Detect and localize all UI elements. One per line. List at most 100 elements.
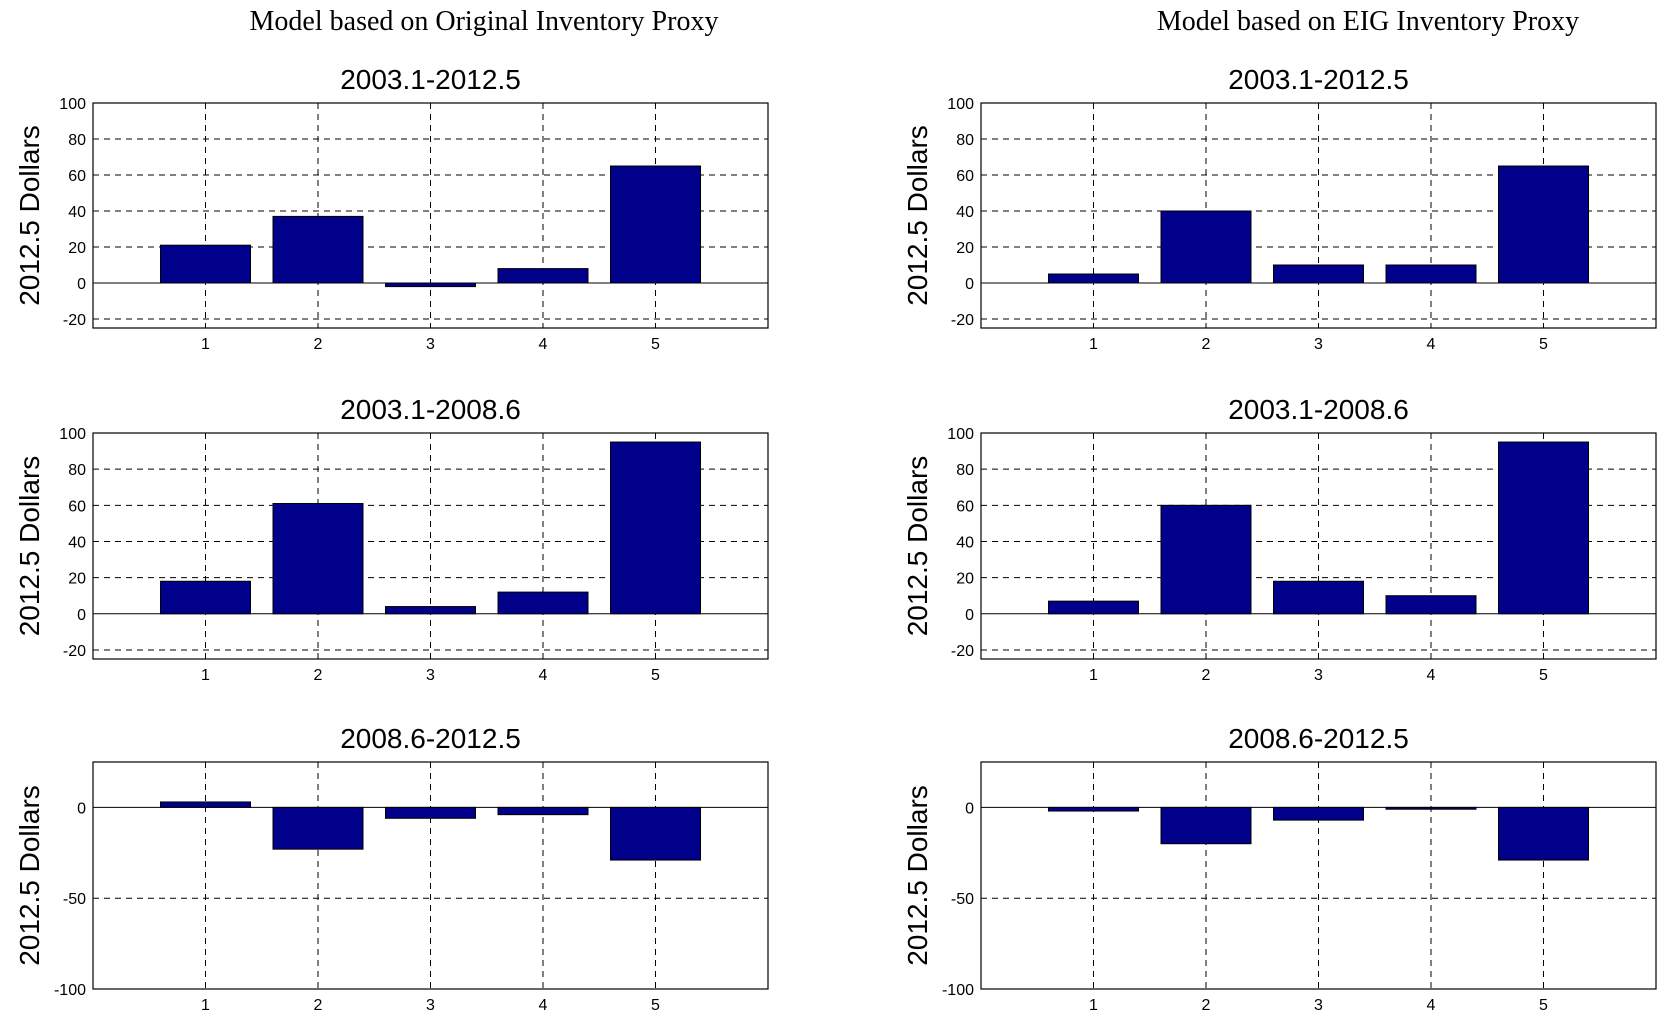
- plot-frame: [980, 432, 1657, 660]
- y-tick-label: -100: [54, 982, 86, 999]
- x-tick-label: 4: [1427, 667, 1436, 684]
- y-axis-label: 2012.5 Dollars: [14, 456, 45, 637]
- y-tick-label: 80: [68, 132, 86, 149]
- x-tick-label: 2: [1202, 997, 1211, 1014]
- bar-3: [385, 806, 476, 819]
- y-tick-label: 80: [68, 462, 86, 479]
- y-tick-label: 0: [77, 276, 86, 293]
- bar-3: [385, 282, 476, 288]
- chart-panel-5: 2008.6-2012.5 2012.5 Dollars -100 -50 0 1 2 3 4 5: [14, 723, 769, 1014]
- y-tick-label: 60: [68, 498, 86, 515]
- y-tick-label: 40: [68, 204, 86, 221]
- chart-panel-1: 2003.1-2012.5 2012.5 Dollars -20 0 20 40 60 80 1…: [14, 64, 769, 353]
- bar-1: [1048, 600, 1139, 615]
- y-tick-label: 40: [956, 534, 974, 551]
- y-tick-label: 0: [965, 607, 974, 624]
- chart-title: 2003.1-2008.6: [340, 394, 521, 425]
- y-tick-label: 20: [956, 571, 974, 588]
- bar-2: [1160, 504, 1252, 615]
- x-tick-label: 4: [1427, 336, 1436, 353]
- y-tick-label: 0: [77, 607, 86, 624]
- chart-title: 2003.1-2008.6: [1228, 394, 1409, 425]
- chart-panel-2: 2003.1-2012.5 2012.5 Dollars -20 0 20 40 60 80 1…: [902, 64, 1657, 353]
- y-tick-label: 80: [956, 132, 974, 149]
- x-tick-label: 4: [539, 997, 548, 1014]
- bar-5: [610, 806, 701, 861]
- y-tick-label: 100: [59, 426, 86, 443]
- x-tick-label: 5: [1539, 336, 1548, 353]
- y-tick-label: 100: [59, 96, 86, 113]
- x-tick-label: 1: [1089, 336, 1098, 353]
- chart-title: 2008.6-2012.5: [340, 723, 521, 754]
- bar-2: [1160, 210, 1252, 284]
- x-tick-label: 1: [1089, 667, 1098, 684]
- x-tick-label: 3: [1314, 667, 1323, 684]
- bar-5: [610, 165, 701, 284]
- x-tick-label: 5: [1539, 667, 1548, 684]
- y-tick-label: 100: [947, 426, 974, 443]
- plot-frame: [92, 102, 769, 329]
- x-tick-label: 3: [1314, 336, 1323, 353]
- y-tick-label: -50: [951, 891, 974, 908]
- y-tick-label: -50: [63, 891, 86, 908]
- plot-frame: [980, 102, 1657, 329]
- bar-3: [1273, 264, 1364, 284]
- x-tick-label: 1: [201, 667, 210, 684]
- plot-frame: [92, 761, 769, 990]
- y-tick-label: 0: [77, 800, 86, 817]
- chart-title: 2003.1-2012.5: [340, 64, 521, 95]
- x-tick-label: 5: [651, 997, 660, 1014]
- y-axis-label: 2012.5 Dollars: [902, 785, 933, 966]
- bar-4: [1385, 595, 1477, 615]
- y-tick-label: -100: [942, 982, 974, 999]
- y-tick-label: 60: [68, 168, 86, 185]
- y-tick-label: 20: [956, 240, 974, 257]
- bar-2: [1160, 806, 1252, 845]
- bar-2: [272, 215, 364, 284]
- x-tick-label: 2: [1202, 667, 1211, 684]
- x-tick-label: 4: [539, 336, 548, 353]
- bar-1: [160, 580, 251, 615]
- bar-4: [497, 268, 589, 284]
- y-tick-label: 60: [956, 498, 974, 515]
- y-axis-label: 2012.5 Dollars: [902, 125, 933, 306]
- y-tick-label: 20: [68, 571, 86, 588]
- y-tick-label: 40: [956, 204, 974, 221]
- x-tick-label: 5: [1539, 997, 1548, 1014]
- y-tick-label: 80: [956, 462, 974, 479]
- x-tick-label: 3: [1314, 997, 1323, 1014]
- y-tick-label: 20: [68, 240, 86, 257]
- x-tick-label: 2: [314, 667, 323, 684]
- bar-4: [1385, 264, 1477, 284]
- y-tick-label: 0: [965, 276, 974, 293]
- bar-2: [272, 503, 364, 615]
- x-tick-label: 3: [426, 336, 435, 353]
- x-tick-label: 3: [426, 667, 435, 684]
- x-tick-label: 4: [1427, 997, 1436, 1014]
- y-tick-label: 40: [68, 534, 86, 551]
- bar-1: [160, 801, 251, 808]
- chart-title: 2003.1-2012.5: [1228, 64, 1409, 95]
- x-tick-label: 2: [1202, 336, 1211, 353]
- x-tick-label: 3: [426, 997, 435, 1014]
- x-tick-label: 1: [201, 997, 210, 1014]
- plot-frame: [92, 432, 769, 660]
- bar-3: [1273, 806, 1364, 821]
- bar-5: [1498, 441, 1589, 615]
- x-tick-label: 1: [201, 336, 210, 353]
- chart-title: 2008.6-2012.5: [1228, 723, 1409, 754]
- bar-4: [1385, 806, 1477, 810]
- y-tick-label: 0: [965, 800, 974, 817]
- plot-frame: [980, 761, 1657, 990]
- x-tick-label: 1: [1089, 997, 1098, 1014]
- bar-1: [1048, 273, 1139, 284]
- left-column-title: Model based on Original Inventory Proxy: [250, 6, 719, 37]
- bar-3: [385, 606, 476, 615]
- y-axis-label: 2012.5 Dollars: [14, 785, 45, 966]
- y-tick-label: -20: [63, 312, 86, 329]
- bar-5: [1498, 165, 1589, 284]
- y-axis-label: 2012.5 Dollars: [14, 125, 45, 306]
- y-tick-label: 60: [956, 168, 974, 185]
